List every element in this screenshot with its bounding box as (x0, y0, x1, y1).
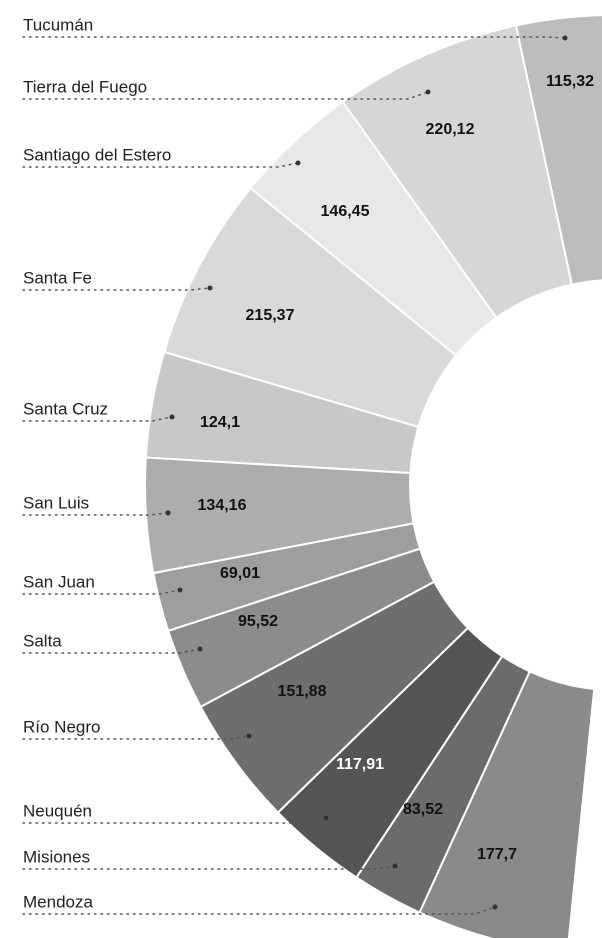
leader-dot (425, 89, 431, 95)
category-label: Tucumán (23, 15, 93, 34)
leader-dot (197, 646, 203, 652)
category-label: Santa Fe (23, 268, 92, 287)
leader-line (22, 91, 429, 100)
category-label: Santiago del Estero (23, 145, 171, 164)
category-label: Neuquén (23, 801, 92, 820)
category-label: Misiones (23, 847, 90, 866)
value-label: 151,88 (278, 683, 327, 700)
leader-dot (392, 863, 398, 869)
category-label: Tierra del Fuego (23, 77, 147, 96)
leader-dot (323, 815, 329, 821)
value-label: 115,32 (546, 73, 594, 90)
leader-line (22, 906, 496, 915)
leader-line (22, 416, 173, 422)
value-label: 134,16 (198, 497, 247, 514)
leader-dot (207, 285, 213, 291)
leader-line (22, 589, 181, 595)
leader-dot (165, 510, 171, 516)
value-label: 83,52 (403, 801, 443, 818)
category-label: Río Negro (23, 717, 100, 736)
slice (418, 670, 596, 938)
value-label: 215,37 (246, 307, 295, 324)
leader-dot (246, 733, 252, 739)
leader-line (22, 287, 211, 291)
leader-dot (295, 160, 301, 166)
category-label: Mendoza (23, 892, 93, 911)
leader-line (22, 648, 201, 654)
leader-dot (169, 414, 175, 420)
category-label: Salta (23, 631, 62, 650)
leader-dot (177, 587, 183, 593)
category-label: San Juan (23, 572, 95, 591)
leader-line (22, 162, 299, 168)
value-label: 124,1 (200, 414, 240, 431)
category-label: Santa Cruz (23, 399, 108, 418)
value-label: 220,12 (426, 121, 475, 138)
value-label: 146,45 (321, 203, 370, 220)
category-label: San Luis (23, 493, 89, 512)
leader-line (22, 865, 396, 870)
value-label: 69,01 (220, 565, 260, 582)
value-label: 117,91 (336, 756, 384, 773)
leader-line (22, 36, 566, 39)
value-label: 95,52 (238, 613, 278, 630)
leader-dot (492, 904, 498, 910)
value-label: 177,7 (477, 846, 517, 863)
leader-dot (562, 35, 568, 41)
leader-line (22, 512, 169, 516)
